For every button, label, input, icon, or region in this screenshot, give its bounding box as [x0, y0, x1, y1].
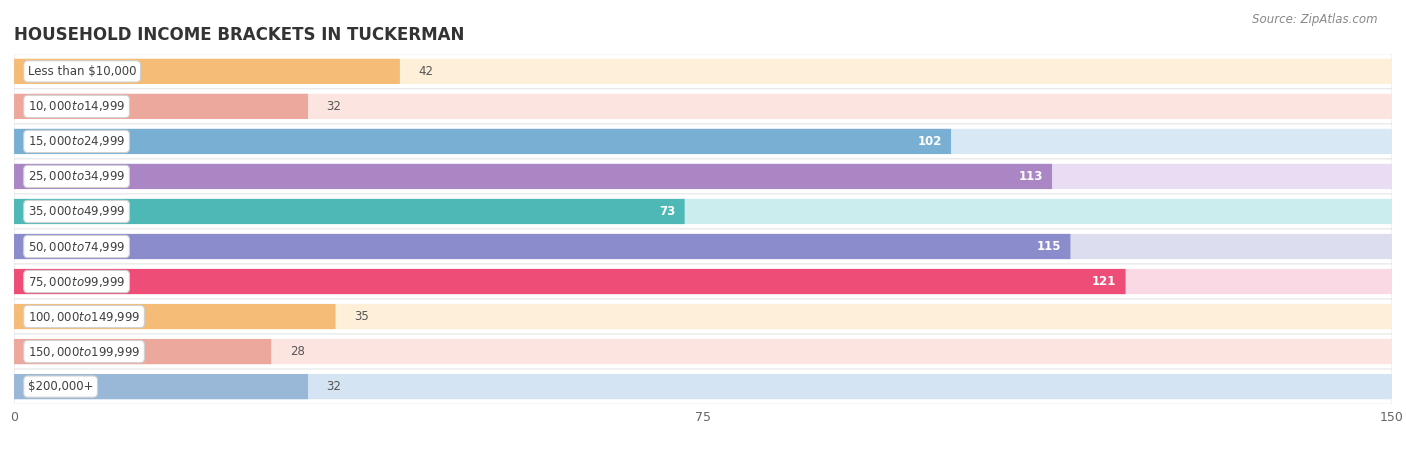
Text: Less than $10,000: Less than $10,000 — [28, 65, 136, 78]
FancyBboxPatch shape — [14, 194, 1392, 229]
FancyBboxPatch shape — [14, 164, 1392, 189]
FancyBboxPatch shape — [14, 269, 1392, 294]
FancyBboxPatch shape — [14, 59, 1392, 84]
FancyBboxPatch shape — [14, 199, 685, 224]
Text: 32: 32 — [326, 380, 342, 393]
FancyBboxPatch shape — [14, 374, 1392, 399]
FancyBboxPatch shape — [14, 229, 1392, 264]
Text: $50,000 to $74,999: $50,000 to $74,999 — [28, 239, 125, 254]
FancyBboxPatch shape — [14, 304, 1392, 329]
FancyBboxPatch shape — [14, 234, 1070, 259]
Text: $200,000+: $200,000+ — [28, 380, 93, 393]
Text: 32: 32 — [326, 100, 342, 113]
Text: 113: 113 — [1018, 170, 1043, 183]
Text: $100,000 to $149,999: $100,000 to $149,999 — [28, 309, 141, 324]
FancyBboxPatch shape — [14, 164, 1052, 189]
Text: $25,000 to $34,999: $25,000 to $34,999 — [28, 169, 125, 184]
FancyBboxPatch shape — [14, 369, 1392, 404]
FancyBboxPatch shape — [14, 264, 1392, 299]
Text: 28: 28 — [290, 345, 305, 358]
FancyBboxPatch shape — [14, 199, 1392, 224]
FancyBboxPatch shape — [14, 334, 1392, 369]
FancyBboxPatch shape — [14, 374, 308, 399]
Text: 73: 73 — [659, 205, 675, 218]
Text: HOUSEHOLD INCOME BRACKETS IN TUCKERMAN: HOUSEHOLD INCOME BRACKETS IN TUCKERMAN — [14, 26, 464, 44]
Text: 35: 35 — [354, 310, 368, 323]
FancyBboxPatch shape — [14, 129, 1392, 154]
Text: 115: 115 — [1036, 240, 1062, 253]
FancyBboxPatch shape — [14, 234, 1392, 259]
FancyBboxPatch shape — [14, 54, 1392, 89]
FancyBboxPatch shape — [14, 304, 336, 329]
Text: 42: 42 — [418, 65, 433, 78]
Text: $75,000 to $99,999: $75,000 to $99,999 — [28, 274, 125, 289]
FancyBboxPatch shape — [14, 339, 1392, 364]
Text: $35,000 to $49,999: $35,000 to $49,999 — [28, 204, 125, 219]
Text: Source: ZipAtlas.com: Source: ZipAtlas.com — [1253, 13, 1378, 26]
FancyBboxPatch shape — [14, 124, 1392, 159]
FancyBboxPatch shape — [14, 94, 308, 119]
FancyBboxPatch shape — [14, 299, 1392, 334]
Text: 121: 121 — [1092, 275, 1116, 288]
Text: $150,000 to $199,999: $150,000 to $199,999 — [28, 344, 141, 359]
FancyBboxPatch shape — [14, 269, 1126, 294]
Text: 102: 102 — [918, 135, 942, 148]
FancyBboxPatch shape — [14, 159, 1392, 194]
FancyBboxPatch shape — [14, 59, 399, 84]
FancyBboxPatch shape — [14, 89, 1392, 124]
FancyBboxPatch shape — [14, 94, 1392, 119]
Text: $10,000 to $14,999: $10,000 to $14,999 — [28, 99, 125, 114]
FancyBboxPatch shape — [14, 339, 271, 364]
Text: $15,000 to $24,999: $15,000 to $24,999 — [28, 134, 125, 149]
FancyBboxPatch shape — [14, 129, 950, 154]
